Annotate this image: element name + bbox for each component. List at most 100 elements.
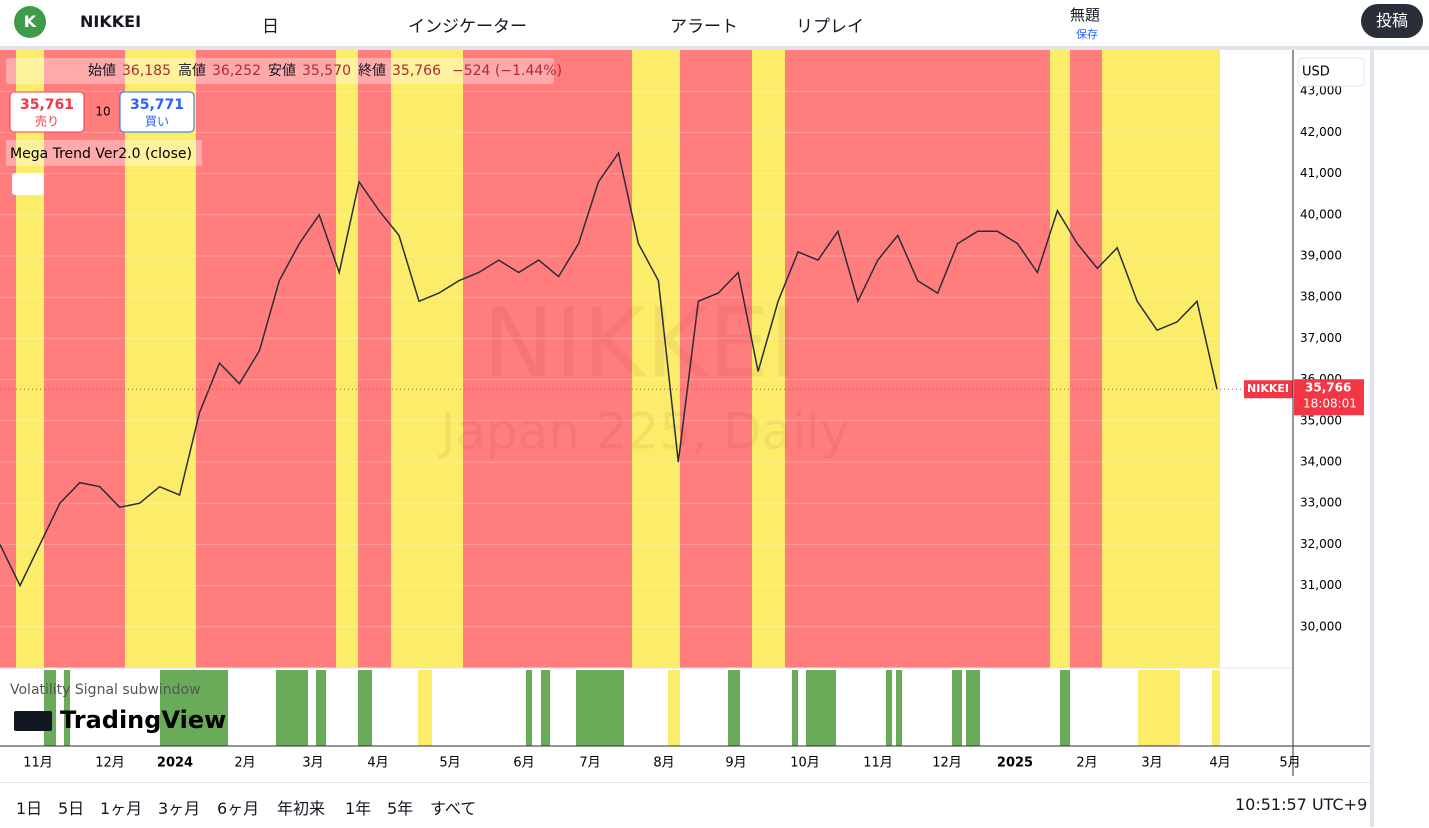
range-button[interactable]: 5年 (387, 799, 414, 818)
time-label: 4月 (1209, 756, 1230, 771)
brand-logo (14, 711, 52, 731)
sell-label: 売り (35, 114, 59, 129)
bottom-toolbar: 1日 5日 1ヶ月 3ヶ月 6ヶ月 年初来 1年 5年 すべて 10:51:57 UTC+9 (0, 782, 1370, 828)
legend-low-label: 安値 (268, 63, 296, 79)
range-button[interactable]: 1ヶ月 (100, 799, 143, 818)
time-label: 2月 (1076, 756, 1097, 771)
indicator-name: Mega Trend Ver2.0 (close) (10, 146, 192, 162)
range-button[interactable]: すべて (430, 799, 477, 818)
trend-band (336, 50, 358, 668)
trend-band (391, 50, 463, 668)
trend-band (785, 50, 1050, 668)
signal-bar (966, 670, 980, 746)
y-tick-label: 30,000 (1300, 619, 1342, 633)
trend-band (1070, 50, 1102, 668)
ohlc-legend: 始値 36,185 高値 36,252 安値 35,570 終値 35,766 −524 (−1… (6, 58, 562, 84)
legend-close-label: 終値 (358, 63, 386, 79)
legend-open-label: 始値 (88, 63, 116, 79)
signal-bar (418, 670, 432, 746)
watermark-description: Japan 225, Daily (437, 403, 849, 461)
price-tag-text: 35,766 (1305, 381, 1351, 395)
time-label: 12月 (95, 756, 125, 771)
alert-button[interactable]: アラート (670, 17, 738, 37)
time-label: 2024 (157, 756, 193, 771)
publish-button[interactable]: 投稿 (1361, 4, 1423, 38)
range-button[interactable]: 3ヶ月 (158, 799, 201, 818)
legend-close: 35,766 (392, 63, 441, 79)
trend-band (1102, 50, 1220, 668)
legend-low: 35,570 (302, 63, 351, 79)
symbol-search[interactable]: NIKKEI (80, 12, 142, 31)
time-label: 8月 (653, 756, 674, 771)
trend-band (358, 50, 391, 668)
range-button[interactable]: 1日 (16, 799, 43, 818)
legend-high: 36,252 (212, 63, 261, 79)
signal-bar (952, 670, 962, 746)
signal-bar (1212, 670, 1220, 746)
watermark-symbol: NIKKEI (483, 287, 798, 399)
legend-high-label: 高値 (178, 62, 206, 79)
trend-band (632, 50, 680, 668)
chart-area: 30,00031,00032,00033,00034,00035,00036,0… (0, 50, 1370, 776)
trend-band (125, 50, 196, 668)
currency-box (1297, 57, 1365, 87)
range-button[interactable]: 年初来 (277, 799, 326, 818)
currency-label: USD (1302, 65, 1330, 80)
signal-bar (896, 670, 902, 746)
signal-bar (1138, 670, 1180, 746)
y-tick-label: 37,000 (1300, 331, 1342, 345)
y-tick-label: 39,000 (1300, 249, 1342, 263)
time-label: 9月 (725, 756, 746, 771)
y-tick-label: 42,000 (1300, 125, 1342, 139)
time-label: 10月 (790, 756, 820, 771)
countdown-text: 18:08:01 (1303, 397, 1357, 411)
time-label: 5月 (1279, 756, 1300, 771)
layout-name[interactable]: 無題 (1070, 6, 1101, 24)
save-label[interactable]: 保存 (1076, 28, 1098, 41)
range-button[interactable]: 5日 (58, 799, 85, 818)
time-label: 12月 (932, 756, 962, 771)
buy-label: 買い (145, 115, 169, 129)
collapse-button[interactable] (12, 173, 44, 195)
buy-price: 35,771 (130, 97, 184, 113)
y-tick-label: 34,000 (1300, 455, 1342, 469)
signal-bar (806, 670, 836, 746)
time-label: 6月 (513, 756, 534, 771)
user-avatar[interactable]: K (14, 6, 46, 38)
interval-button[interactable]: 日 (262, 17, 279, 37)
signal-bar (541, 670, 550, 746)
range-button[interactable]: 1年 (345, 799, 372, 818)
legend-change: −524 (−1.44%) (452, 63, 562, 79)
top-toolbar: K NIKKEI 日 インジケーター アラート リプレイ 無題 保存 投稿 (0, 0, 1429, 50)
signal-bar (64, 670, 70, 746)
signal-bar (358, 670, 372, 746)
trend-band (463, 50, 632, 668)
buy-box (119, 91, 195, 133)
symbol-tag (1244, 380, 1293, 399)
time-label: 11月 (23, 756, 53, 771)
trend-band (44, 50, 125, 668)
clock: 10:51:57 UTC+9 (1235, 795, 1368, 814)
signal-bar (668, 670, 680, 746)
brand: TradingView (60, 706, 226, 734)
time-label: 2月 (234, 756, 255, 771)
signal-bar (276, 670, 308, 746)
y-tick-label: 33,000 (1300, 496, 1342, 510)
price-tag (1294, 379, 1364, 416)
time-label: 3月 (302, 756, 323, 771)
time-label: 3月 (1141, 756, 1162, 771)
signal-bar (728, 670, 740, 746)
signal-bar (1060, 670, 1070, 746)
time-label: 2025 (997, 756, 1033, 771)
replay-button[interactable]: リプレイ (796, 17, 864, 37)
trend-band (752, 50, 785, 668)
indicators-button[interactable]: インジケーター (408, 17, 527, 37)
signal-bar (886, 670, 892, 746)
sell-price: 35,761 (20, 97, 74, 113)
y-tick-label: 40,000 (1300, 207, 1342, 221)
trend-band (1050, 50, 1070, 668)
range-button[interactable]: 6ヶ月 (217, 799, 260, 818)
y-tick-label: 35,000 (1300, 413, 1342, 427)
signal-bar (160, 670, 228, 746)
